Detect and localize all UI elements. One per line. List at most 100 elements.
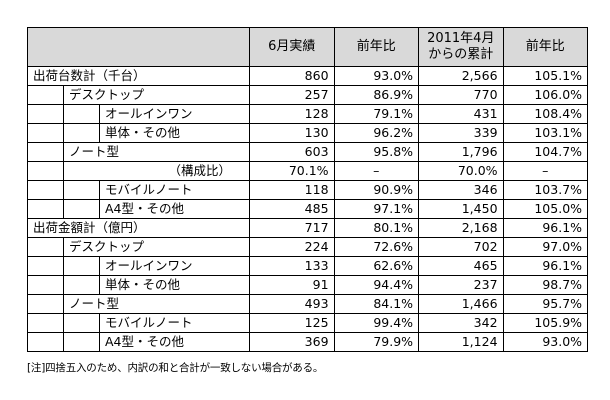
cell-yoy: 79.1% (333, 104, 420, 124)
indent-cell (27, 332, 64, 352)
indent-cell (63, 332, 100, 352)
cell-cumulative: 770 (418, 85, 504, 105)
indent-cell (27, 142, 64, 162)
cell-cumulative: 70.0% (418, 161, 504, 181)
cell-yoy-cumulative: 108.4% (502, 104, 589, 124)
cell-yoy: 93.0% (333, 66, 420, 86)
indent-cell (63, 180, 100, 200)
indent-cell (63, 275, 100, 295)
cell-yoy-cumulative: 97.0% (502, 237, 589, 257)
table-row: A4型・その他 485 97.1% 1,450 105.0% (27, 199, 589, 219)
cell-june: 130 (249, 123, 335, 143)
cell-june: 224 (249, 237, 335, 257)
cell-yoy-cumulative: 95.7% (502, 294, 589, 314)
row-label: A4型・その他 (98, 332, 251, 352)
cell-cumulative: 431 (418, 104, 504, 124)
cell-yoy: 84.1% (333, 294, 420, 314)
cell-yoy-cumulative: 96.1% (502, 256, 589, 276)
indent-cell (27, 85, 64, 105)
row-label: ノート型 (62, 142, 251, 162)
cell-june: 485 (249, 199, 335, 219)
row-label: モバイルノート (98, 313, 251, 333)
row-label: 単体・その他 (98, 275, 251, 295)
cell-cumulative: 2,566 (418, 66, 504, 86)
cell-yoy: 97.1% (333, 199, 420, 219)
table-row: 単体・その他 130 96.2% 339 103.1% (27, 123, 589, 143)
header-yoy-cumulative: 前年比 (502, 27, 589, 67)
cell-june: 91 (249, 275, 335, 295)
cell-yoy-cumulative: – (502, 161, 589, 181)
indent-cell (27, 237, 64, 257)
table-row: モバイルノート 118 90.9% 346 103.7% (27, 180, 589, 200)
indent-cell (27, 294, 64, 314)
cell-cumulative: 1,124 (418, 332, 504, 352)
table-row: デスクトップ 224 72.6% 702 97.0% (27, 237, 589, 257)
cell-yoy-cumulative: 105.9% (502, 313, 589, 333)
row-label: オールインワン (98, 256, 251, 276)
cell-cumulative: 702 (418, 237, 504, 257)
cell-june: 125 (249, 313, 335, 333)
indent-cell (27, 123, 64, 143)
cell-cumulative: 346 (418, 180, 504, 200)
cell-yoy: 94.4% (333, 275, 420, 295)
cell-yoy: 99.4% (333, 313, 420, 333)
shipment-stats-table: 6月実績 前年比 2011年4月 からの累計 前年比 出荷台数計（千台） 860… (26, 27, 589, 352)
cell-yoy-cumulative: 106.0% (502, 85, 589, 105)
table-header-row: 6月実績 前年比 2011年4月 からの累計 前年比 (26, 27, 589, 67)
indent-cell (63, 313, 100, 333)
row-label: デスクトップ (62, 85, 251, 105)
row-label: ノート型 (62, 294, 251, 314)
cell-yoy: 96.2% (333, 123, 420, 143)
header-cumulative: 2011年4月 からの累計 (418, 27, 504, 67)
cell-cumulative: 339 (418, 123, 504, 143)
table-row: （構成比） 70.1% – 70.0% – (27, 161, 589, 181)
table-row: ノート型 603 95.8% 1,796 104.7% (27, 142, 589, 162)
table-row: モバイルノート 125 99.4% 342 105.9% (27, 313, 589, 333)
row-label: モバイルノート (98, 180, 251, 200)
cell-yoy: 62.6% (333, 256, 420, 276)
indent-cell (27, 256, 64, 276)
header-june-actual: 6月実績 (249, 27, 335, 67)
table-row: オールインワン 133 62.6% 465 96.1% (27, 256, 589, 276)
row-label: A4型・その他 (98, 199, 251, 219)
cell-yoy: 80.1% (333, 218, 420, 238)
cell-june: 860 (249, 66, 335, 86)
cell-cumulative: 1,450 (418, 199, 504, 219)
table-row: デスクトップ 257 86.9% 770 106.0% (27, 85, 589, 105)
cell-june: 118 (249, 180, 335, 200)
cell-yoy: 90.9% (333, 180, 420, 200)
header-cumulative-line1: 2011年4月 (427, 31, 495, 46)
indent-cell (27, 161, 64, 181)
row-label: デスクトップ (62, 237, 251, 257)
cell-cumulative: 1,466 (418, 294, 504, 314)
cell-june: 603 (249, 142, 335, 162)
table-row: 出荷台数計（千台） 860 93.0% 2,566 105.1% (26, 66, 589, 86)
indent-cell (27, 104, 64, 124)
table-row: 単体・その他 91 94.4% 237 98.7% (27, 275, 589, 295)
cell-yoy-cumulative: 96.1% (502, 218, 589, 238)
row-label: 単体・その他 (98, 123, 251, 143)
cell-june: 369 (249, 332, 335, 352)
header-cumulative-line2: からの累計 (428, 47, 494, 62)
cell-cumulative: 237 (418, 275, 504, 295)
cell-yoy-cumulative: 105.0% (502, 199, 589, 219)
cell-yoy-cumulative: 93.0% (502, 332, 589, 352)
table-row: ノート型 493 84.1% 1,466 95.7% (27, 294, 589, 314)
cell-june: 257 (249, 85, 335, 105)
cell-june: 717 (249, 218, 335, 238)
row-label: 出荷金額計（億円） (26, 218, 251, 238)
indent-cell (63, 104, 100, 124)
footnote: [注]四捨五入のため、内訳の和と合計が一致しない場合がある。 (27, 362, 324, 374)
indent-cell (27, 180, 64, 200)
cell-cumulative: 1,796 (418, 142, 504, 162)
cell-june: 493 (249, 294, 335, 314)
indent-cell (27, 275, 64, 295)
cell-yoy-cumulative: 98.7% (502, 275, 589, 295)
indent-cell (63, 123, 100, 143)
row-label: 出荷台数計（千台） (26, 66, 251, 86)
cell-yoy: 95.8% (333, 142, 420, 162)
cell-yoy: – (333, 161, 420, 181)
table-row: 出荷金額計（億円） 717 80.1% 2,168 96.1% (26, 218, 589, 238)
cell-yoy-cumulative: 103.1% (502, 123, 589, 143)
header-corner-cell (26, 27, 251, 67)
